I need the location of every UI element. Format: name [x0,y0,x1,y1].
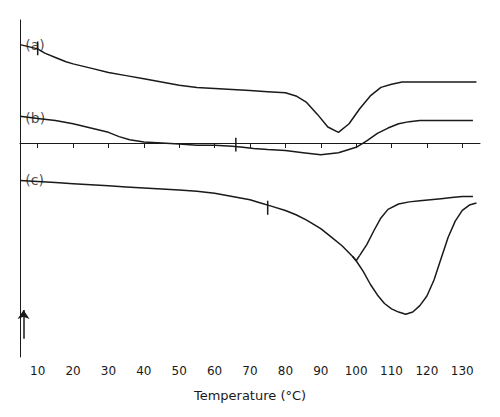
svg-text:40: 40 [136,364,151,378]
svg-text:120: 120 [415,364,438,378]
svg-text:10: 10 [30,364,45,378]
svg-text:80: 80 [278,364,293,378]
svg-text:130: 130 [451,364,474,378]
svg-text:110: 110 [380,364,403,378]
svg-text:30: 30 [101,364,116,378]
svg-text:20: 20 [65,364,80,378]
svg-text:60: 60 [207,364,222,378]
svg-text:(b): (b) [25,109,46,126]
svg-text:50: 50 [172,364,187,378]
svg-text:70: 70 [242,364,257,378]
svg-text:(a): (a) [25,37,45,54]
svg-text:90: 90 [313,364,328,378]
svg-text:(c): (c) [25,172,44,188]
svg-text:100: 100 [345,364,368,378]
svg-text:Temperature (°C): Temperature (°C) [193,388,306,403]
